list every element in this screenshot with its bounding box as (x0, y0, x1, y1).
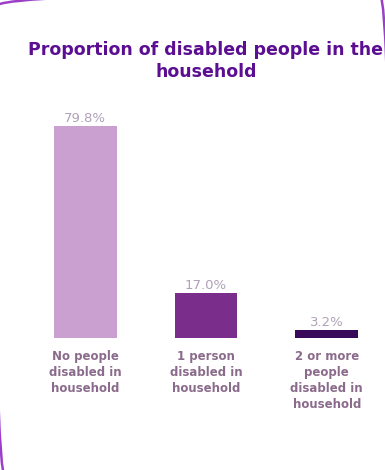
Title: Proportion of disabled people in the
household: Proportion of disabled people in the hou… (28, 41, 383, 81)
Bar (54, 126, 117, 338)
Text: 3.2%: 3.2% (310, 315, 344, 329)
Bar (174, 293, 238, 338)
Text: 17.0%: 17.0% (185, 279, 227, 292)
Text: 79.8%: 79.8% (64, 112, 106, 125)
Bar (295, 330, 358, 338)
